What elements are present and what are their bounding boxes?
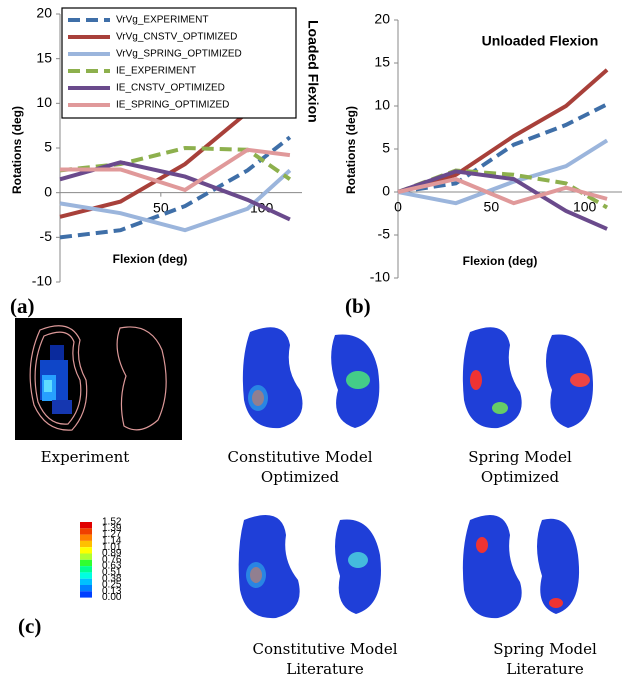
caption: Constitutive Model [228,448,373,466]
panel-label: (c) [18,614,41,638]
y-tick-label: -5 [40,228,53,244]
y-tick-label: 5 [382,140,390,156]
caption: Optimized [261,468,340,486]
legend-label: IE_EXPERIMENT [116,66,196,77]
figure: -10-50510152050100Rotations (deg)Flexion… [0,0,627,676]
x-axis-label: Flexion (deg) [113,252,188,266]
contact-map-spring-literature [463,515,579,618]
colorbar-band [80,528,92,534]
y-tick-label: 10 [374,97,390,113]
colorbar-band [80,591,92,597]
panel-label: (b) [345,294,371,318]
y-tick-label: 15 [374,54,390,70]
colorbar-band [80,579,92,585]
caption: Optimized [481,468,560,486]
y-tick-label: 0 [382,183,390,199]
legend-label: VrVg_EXPERIMENT [116,15,208,26]
chart-title: Unloaded Flexion [482,33,599,49]
colorbar-band [80,522,92,528]
x-axis-label: Flexion (deg) [463,254,538,268]
y-tick-label: 15 [36,49,52,65]
y-tick-label: 10 [36,94,52,110]
x-tick-label: 0 [394,199,402,215]
caption: Spring Model [493,640,597,658]
caption: Experiment [41,448,130,466]
panel-label: (a) [10,294,35,318]
y-tick-label: 5 [44,139,52,155]
caption: Constitutive Model [253,640,398,658]
x-tick-label: 50 [484,199,500,215]
y-tick-label: -10 [370,269,390,285]
legend-label: IE_CNSTV_OPTIMIZED [116,83,225,94]
y-tick-label: 0 [44,183,52,199]
y-axis-label: Rotations (deg) [10,106,24,194]
caption: Literature [506,660,584,676]
contact-map-constitutive-literature [239,515,381,618]
colorbar-band [80,541,92,547]
colorbar-band [80,547,92,553]
colorbar-label: 0.00 [102,592,122,603]
colorbar-band [80,535,92,541]
caption: Literature [286,660,364,676]
chart-title: Loaded Flexion [305,20,321,123]
y-tick-label: -5 [378,226,391,242]
legend-label: IE_SPRING_OPTIMIZED [116,100,229,111]
contact-map-constitutive-optimized [243,327,379,428]
series-line [60,170,290,230]
legend-label: VrVg_SPRING_OPTIMIZED [116,49,242,60]
legend-label: VrVg_CNSTV_OPTIMIZED [116,32,237,43]
y-tick-label: 20 [36,5,52,21]
caption: Spring Model [468,448,572,466]
contact-map-spring-optimized [463,327,593,428]
colorbar-band [80,560,92,566]
y-tick-label: 20 [374,11,390,27]
colorbar-band [80,572,92,578]
y-axis-label: Rotations (deg) [344,106,358,194]
colorbar-band [80,554,92,560]
colorbar-band [80,566,92,572]
colorbar-band [80,585,92,591]
y-tick-label: -10 [32,273,52,289]
experiment-image [15,318,182,440]
